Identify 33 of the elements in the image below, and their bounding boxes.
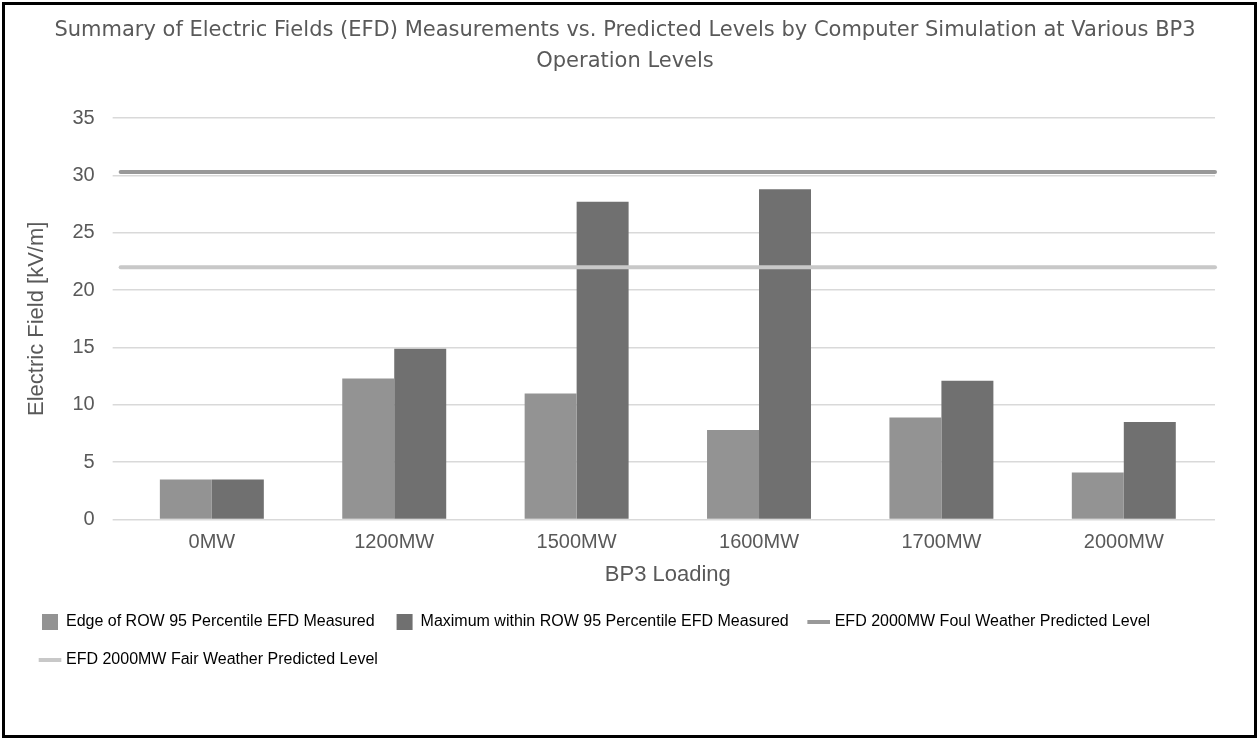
bar <box>524 393 577 519</box>
y-tick-label: 5 <box>83 449 95 472</box>
y-tick-label: 10 <box>72 392 95 415</box>
x-tick-label: 1200MW <box>354 530 435 553</box>
x-tick-label: 0MW <box>188 530 236 553</box>
bar <box>394 348 447 519</box>
y-tick-label: 20 <box>72 277 95 300</box>
bar <box>159 479 212 519</box>
y-tick-label: 15 <box>72 335 95 357</box>
y-axis-title: Electric Field [kV/m] <box>23 221 49 416</box>
y-tick-label: 35 <box>72 105 95 128</box>
bar <box>707 430 760 519</box>
legend-label: EFD 2000MW Fair Weather Predicted Level <box>66 650 378 668</box>
bar <box>1123 422 1176 519</box>
x-tick-label: 2000MW <box>1083 530 1164 553</box>
bar <box>1071 472 1124 519</box>
legend-label: Edge of ROW 95 Percentile EFD Measured <box>66 612 375 630</box>
bar <box>941 380 994 519</box>
y-tick-label: 25 <box>72 220 95 243</box>
y-tick-label: 0 <box>83 507 95 530</box>
x-tick-label: 1700MW <box>901 530 982 553</box>
legend-label: EFD 2000MW Foul Weather Predicted Level <box>834 612 1151 630</box>
x-tick-label: 1500MW <box>536 530 617 553</box>
bar <box>211 479 264 519</box>
y-tick-label: 30 <box>72 162 95 185</box>
chart-title: Summary of Electric Fields (EFD) Measurements vs. Predicted Levels by Computer Simulation at Various BP3 Operation Levels <box>53 16 1197 74</box>
x-tick-label: 1600MW <box>719 530 800 553</box>
bar <box>576 201 629 519</box>
bar <box>342 378 395 519</box>
bar <box>759 189 811 519</box>
bar <box>889 417 942 519</box>
x-axis-title: BP3 Loading <box>604 560 731 586</box>
legend-label: Maximum within ROW 95 Percentile EFD Measured <box>420 612 789 630</box>
